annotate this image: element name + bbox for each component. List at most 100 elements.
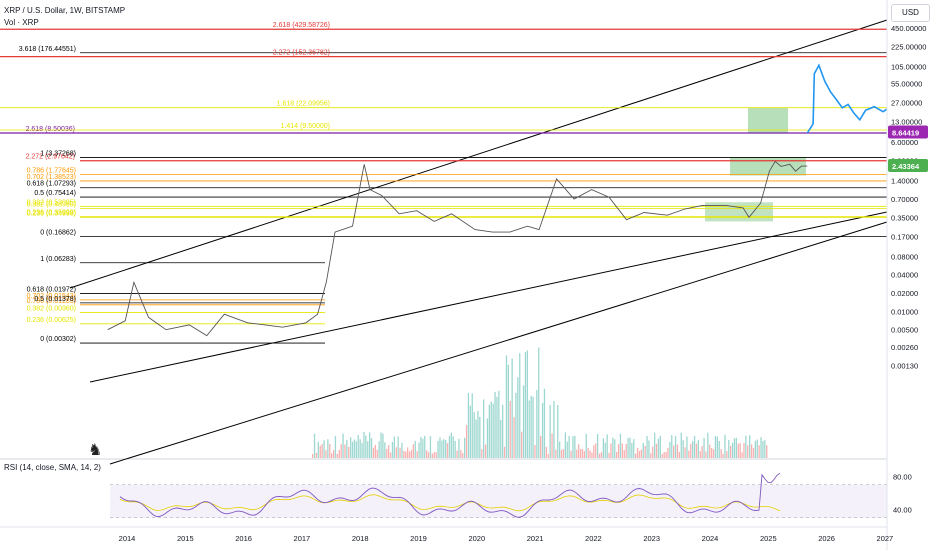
fib-level-label: 0.382 (0.48960) [27, 201, 76, 208]
volume-bar [532, 397, 534, 458]
volume-bar [317, 441, 319, 458]
volume-bar [693, 435, 696, 458]
volume-bar [507, 364, 509, 458]
volume-bar [604, 442, 606, 458]
price-tick-label: 0.08000 [891, 252, 918, 261]
volume-bar [522, 385, 525, 458]
volume-bar [481, 449, 483, 458]
volume-bar [414, 440, 416, 458]
consolidation-box [748, 107, 788, 133]
fib-level-label: 0.236 (0.35999) [27, 210, 76, 217]
volume-bar [351, 441, 354, 458]
volume-bar [519, 352, 521, 458]
volume-bar [426, 450, 428, 458]
currency-button[interactable]: USD [891, 4, 930, 22]
volume-bar [517, 377, 519, 458]
price-badge-label: 2.43364 [892, 162, 920, 171]
price-tick-label: 0.04000 [891, 271, 918, 280]
fib-level-label: 0.618 (1.07293) [27, 181, 76, 188]
price-tick-label: 225.00000 [891, 42, 926, 51]
volume-bar [424, 435, 426, 458]
rsi-sma-line [119, 494, 781, 512]
volume-bar [492, 403, 494, 458]
price-tick-label: 0.17000 [891, 232, 918, 241]
volume-bar [733, 438, 736, 458]
volume-bar [560, 449, 563, 458]
volume-bar [479, 416, 481, 458]
volume-bar [384, 442, 386, 458]
volume-bar [756, 439, 758, 458]
time-tick-label: 2019 [410, 534, 427, 543]
volume-bar [340, 444, 342, 458]
volume-bar [528, 400, 530, 458]
price-tick-label: 0.02000 [891, 289, 918, 298]
volume-bar [597, 434, 599, 458]
volume-bar [709, 444, 711, 458]
volume-bar [427, 452, 430, 458]
price-badge [888, 159, 928, 173]
volume-bar [678, 451, 680, 458]
price-tick-label: 0.70000 [891, 195, 918, 204]
volume-bar [585, 433, 587, 458]
fib-level-label: 0.236 (0.34998) [27, 210, 76, 217]
volume-bar [712, 449, 715, 458]
fib-level-label: 1.618 (22.09956) [277, 101, 330, 108]
fib-level-label: 0.786 (1.77645) [27, 167, 76, 174]
volume-bar [657, 438, 660, 458]
volume-bar [595, 443, 597, 458]
volume-bar [441, 440, 443, 458]
price-tick-label: 0.01000 [891, 307, 918, 316]
volume-bar [502, 404, 504, 458]
price-tick-label: 6.00000 [891, 138, 918, 147]
volume-bar [762, 441, 764, 458]
volume-bar [555, 449, 557, 458]
price-pane [0, 0, 887, 459]
volume-bar [319, 445, 321, 458]
volume-bar [464, 437, 466, 458]
time-tick-label: 2014 [119, 534, 136, 543]
volume-bar [716, 436, 718, 458]
volume-bar [496, 396, 498, 458]
volume-bar [456, 450, 458, 458]
volume-bar [403, 450, 405, 458]
volume-bar [469, 405, 471, 458]
volume-bar [534, 445, 536, 458]
volume-bar [655, 443, 658, 458]
volume-bar [408, 451, 411, 458]
volume-bar [329, 443, 331, 458]
volume-bar [325, 450, 327, 458]
time-tick-label: 2021 [527, 534, 544, 543]
volume-bar [754, 440, 756, 458]
volume-bar [692, 441, 694, 458]
rsi-band [110, 484, 887, 518]
volume-bar [443, 439, 445, 458]
volume-bar [680, 432, 682, 458]
volume-bar [524, 352, 527, 458]
time-tick-label: 2023 [643, 534, 660, 543]
volume-bar [494, 391, 496, 458]
volume-bar [576, 449, 578, 458]
volume-bar [431, 453, 433, 458]
volume-bar [397, 436, 399, 458]
time-tick-label: 2022 [585, 534, 602, 543]
volume-bar [515, 392, 517, 458]
volume-bar [731, 442, 734, 458]
volume-bar [399, 447, 401, 458]
volume-bar [690, 443, 692, 458]
volume-bar [372, 447, 375, 458]
volume-bar [462, 453, 464, 458]
volume-bar [331, 453, 333, 458]
volume-bar [450, 432, 452, 458]
volume-bar [764, 440, 766, 458]
volume-bar [357, 434, 359, 458]
volume-bar [382, 433, 384, 458]
volume-bar [606, 434, 608, 458]
time-tick-label: 2025 [760, 534, 777, 543]
volume-bar [747, 445, 749, 458]
volume-bar [749, 435, 751, 458]
volume-bar [513, 417, 515, 458]
fib-level-label: 1 (3.37268) [40, 150, 76, 157]
chart-title: XRP / U.S. Dollar, 1W, BITSTAMP [4, 6, 126, 15]
volume-bar [629, 437, 631, 458]
volume-bar [705, 451, 707, 458]
